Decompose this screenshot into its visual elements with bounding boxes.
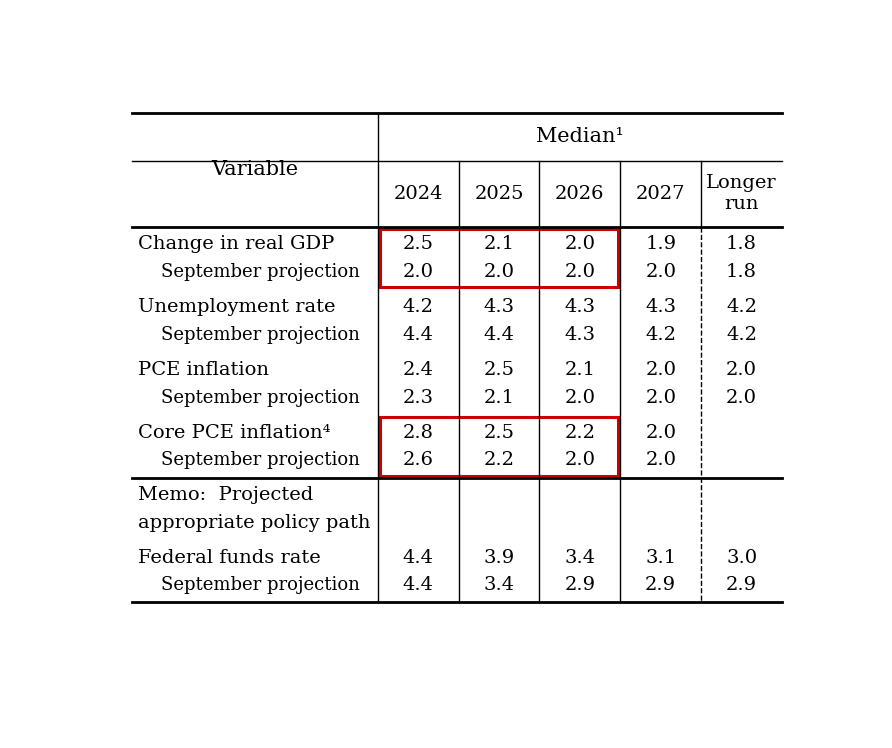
Text: September projection: September projection bbox=[137, 451, 359, 470]
Text: September projection: September projection bbox=[137, 389, 359, 407]
Text: 2.0: 2.0 bbox=[483, 263, 515, 281]
Text: 3.0: 3.0 bbox=[726, 548, 757, 566]
Text: 2.1: 2.1 bbox=[565, 361, 595, 379]
Text: 2.1: 2.1 bbox=[483, 236, 515, 254]
Text: 3.4: 3.4 bbox=[483, 576, 515, 594]
Text: Unemployment rate: Unemployment rate bbox=[137, 298, 335, 316]
Text: 4.4: 4.4 bbox=[483, 326, 515, 344]
Text: Core PCE inflation⁴: Core PCE inflation⁴ bbox=[137, 424, 330, 442]
Text: 1.8: 1.8 bbox=[726, 263, 757, 281]
Text: 2.0: 2.0 bbox=[565, 236, 595, 254]
Text: September projection: September projection bbox=[137, 576, 359, 594]
Text: 2.9: 2.9 bbox=[726, 576, 757, 594]
Text: 1.8: 1.8 bbox=[726, 236, 757, 254]
Text: Federal funds rate: Federal funds rate bbox=[137, 548, 320, 566]
Bar bbox=[380, 229, 617, 287]
Text: 4.2: 4.2 bbox=[726, 326, 757, 344]
Text: 2.1: 2.1 bbox=[483, 389, 515, 407]
Text: 4.4: 4.4 bbox=[402, 576, 434, 594]
Text: 2.0: 2.0 bbox=[726, 361, 757, 379]
Text: 2.0: 2.0 bbox=[645, 451, 676, 470]
Text: 4.3: 4.3 bbox=[565, 298, 596, 316]
Text: 2.5: 2.5 bbox=[483, 424, 515, 442]
Text: 4.4: 4.4 bbox=[402, 548, 434, 566]
Text: 3.1: 3.1 bbox=[645, 548, 676, 566]
Text: 4.2: 4.2 bbox=[402, 298, 434, 316]
Text: 2.2: 2.2 bbox=[565, 424, 595, 442]
Text: 2026: 2026 bbox=[555, 185, 605, 203]
Text: 2.0: 2.0 bbox=[645, 389, 676, 407]
Text: PCE inflation: PCE inflation bbox=[137, 361, 268, 379]
Text: 2.0: 2.0 bbox=[565, 389, 595, 407]
Text: Median¹: Median¹ bbox=[536, 127, 624, 146]
Text: 2.2: 2.2 bbox=[483, 451, 515, 470]
Text: 4.2: 4.2 bbox=[726, 298, 757, 316]
Text: 2.0: 2.0 bbox=[645, 263, 676, 281]
Text: Change in real GDP: Change in real GDP bbox=[137, 236, 334, 254]
Text: 2.5: 2.5 bbox=[402, 236, 434, 254]
Text: 2.6: 2.6 bbox=[402, 451, 434, 470]
Text: September projection: September projection bbox=[137, 326, 359, 344]
Text: Variable: Variable bbox=[211, 160, 299, 180]
Text: Memo:  Projected: Memo: Projected bbox=[137, 485, 313, 503]
Text: Longer
run: Longer run bbox=[706, 174, 777, 213]
Text: 2025: 2025 bbox=[475, 185, 524, 203]
Text: 3.4: 3.4 bbox=[565, 548, 596, 566]
Text: 2.0: 2.0 bbox=[565, 451, 595, 470]
Text: 2.5: 2.5 bbox=[483, 361, 515, 379]
Text: 4.2: 4.2 bbox=[645, 326, 676, 344]
Text: 2.0: 2.0 bbox=[726, 389, 757, 407]
Text: 2.8: 2.8 bbox=[402, 424, 434, 442]
Bar bbox=[380, 417, 617, 476]
Text: 3.9: 3.9 bbox=[483, 548, 515, 566]
Text: 2027: 2027 bbox=[636, 185, 685, 203]
Text: 2.0: 2.0 bbox=[565, 263, 595, 281]
Text: 2.0: 2.0 bbox=[645, 424, 676, 442]
Text: 2.9: 2.9 bbox=[565, 576, 596, 594]
Text: 4.4: 4.4 bbox=[402, 326, 434, 344]
Text: 4.3: 4.3 bbox=[483, 298, 515, 316]
Text: 2.0: 2.0 bbox=[645, 361, 676, 379]
Text: appropriate policy path: appropriate policy path bbox=[137, 515, 370, 533]
Text: 4.3: 4.3 bbox=[565, 326, 596, 344]
Text: 2.9: 2.9 bbox=[645, 576, 676, 594]
Text: 1.9: 1.9 bbox=[645, 236, 676, 254]
Text: 2.0: 2.0 bbox=[402, 263, 434, 281]
Text: 2.3: 2.3 bbox=[402, 389, 434, 407]
Text: 2.4: 2.4 bbox=[402, 361, 434, 379]
Text: 2024: 2024 bbox=[393, 185, 442, 203]
Text: September projection: September projection bbox=[137, 263, 359, 281]
Text: 4.3: 4.3 bbox=[645, 298, 676, 316]
